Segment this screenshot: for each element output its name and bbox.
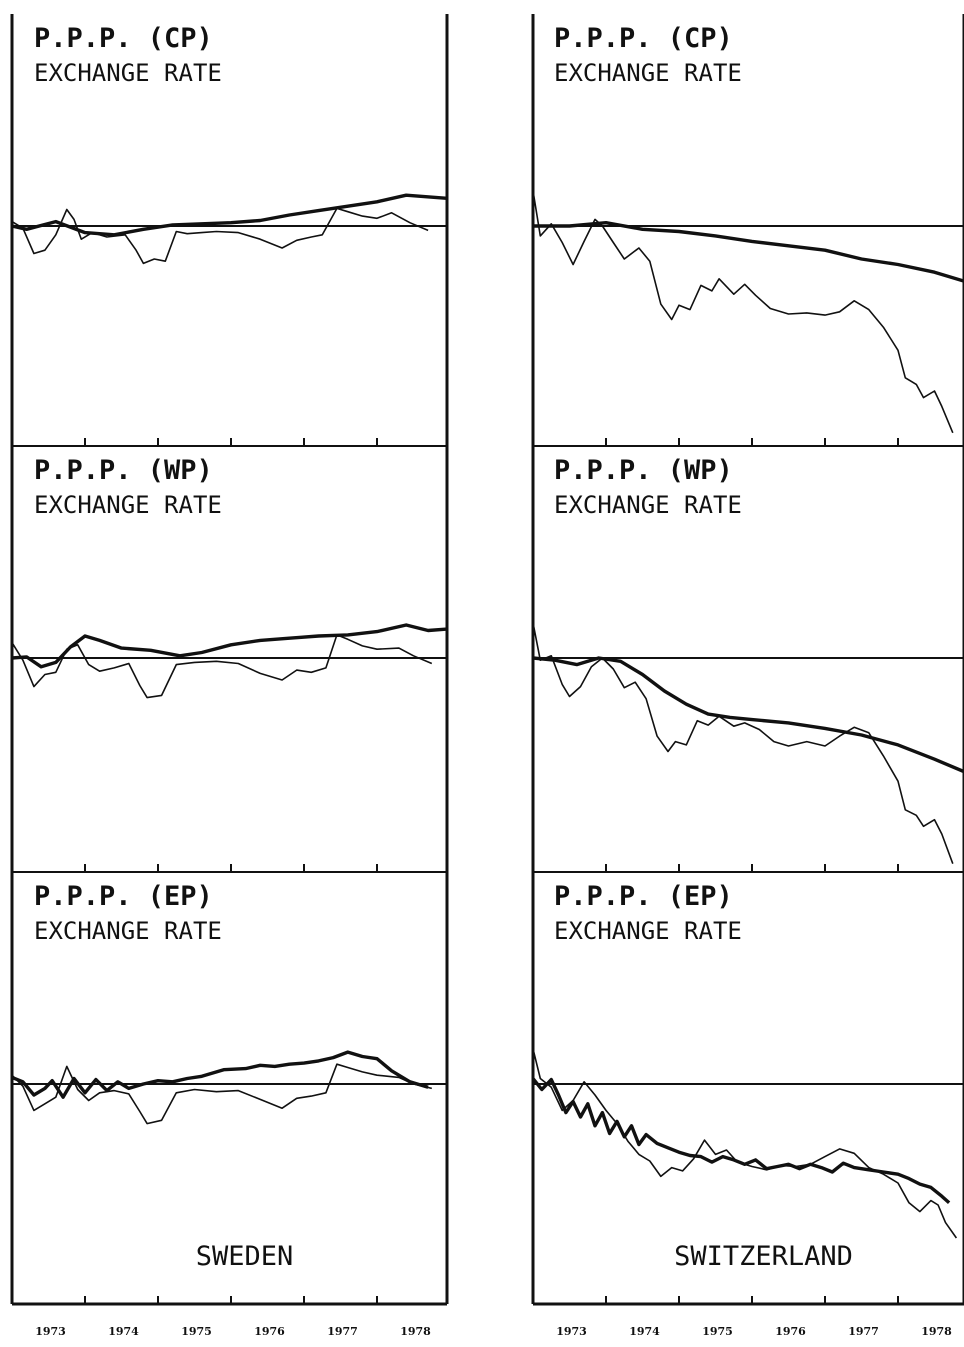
- x-tick-label: 1976: [254, 1325, 285, 1338]
- series-exchange-rate-line: [533, 190, 954, 434]
- series-ppp-line: [533, 1077, 951, 1205]
- panel-3: P.P.P. (EP) EXCHANGE RATE: [12, 881, 447, 1125]
- panel-subtitle: EXCHANGE RATE: [34, 59, 222, 87]
- panel-subtitle: EXCHANGE RATE: [554, 491, 742, 519]
- x-tick-label: 1977: [327, 1325, 358, 1338]
- x-tick-label: 1978: [921, 1325, 952, 1338]
- country-label: SWITZERLAND: [674, 1241, 853, 1272]
- x-tick-label: 1974: [629, 1325, 660, 1338]
- panel-title: P.P.P. (EP): [34, 881, 213, 912]
- x-tick-label: 1977: [848, 1325, 879, 1338]
- panel-2: P.P.P. (WP) EXCHANGE RATE: [533, 455, 964, 864]
- panel-subtitle: EXCHANGE RATE: [34, 917, 222, 945]
- chart-switzerland: P.P.P. (CP) EXCHANGE RATE P.P.P. (WP) EXCHA…: [531, 14, 964, 1338]
- panel-title: P.P.P. (EP): [554, 881, 733, 912]
- series-ppp-line: [533, 656, 964, 774]
- x-tick-label: 1975: [181, 1325, 212, 1338]
- series-ppp-line: [12, 193, 447, 237]
- series-exchange-rate-line: [533, 1048, 958, 1239]
- x-tick-label: 1978: [400, 1325, 431, 1338]
- series-exchange-rate-line: [12, 1063, 432, 1125]
- panel-subtitle: EXCHANGE RATE: [554, 59, 742, 87]
- x-tick-label: 1976: [775, 1325, 806, 1338]
- series-ppp-line: [12, 1050, 429, 1099]
- x-tick-label: 1975: [702, 1325, 733, 1338]
- panel-subtitle: EXCHANGE RATE: [34, 491, 222, 519]
- x-tick-label: 1973: [35, 1325, 66, 1338]
- panel-3: P.P.P. (EP) EXCHANGE RATE: [533, 881, 964, 1239]
- panel-1: P.P.P. (CP) EXCHANGE RATE: [533, 23, 964, 434]
- series-exchange-rate-line: [12, 207, 429, 265]
- series-ppp-line: [533, 220, 964, 283]
- panel-title: P.P.P. (WP): [34, 455, 213, 486]
- x-tick-label: 1974: [108, 1325, 139, 1338]
- panel-subtitle: EXCHANGE RATE: [554, 917, 742, 945]
- panel-title: P.P.P. (CP): [554, 23, 733, 54]
- panel-title: P.P.P. (CP): [34, 23, 213, 54]
- panel-title: P.P.P. (WP): [554, 455, 733, 486]
- panel-2: P.P.P. (WP) EXCHANGE RATE: [12, 455, 447, 699]
- x-tick-label: 1973: [556, 1325, 587, 1338]
- country-label: SWEDEN: [196, 1241, 294, 1272]
- chart-sweden: P.P.P. (CP) EXCHANGE RATE P.P.P. (WP) EXCHA…: [10, 14, 449, 1338]
- series-ppp-line: [12, 623, 447, 669]
- panel-1: P.P.P. (CP) EXCHANGE RATE: [12, 23, 447, 265]
